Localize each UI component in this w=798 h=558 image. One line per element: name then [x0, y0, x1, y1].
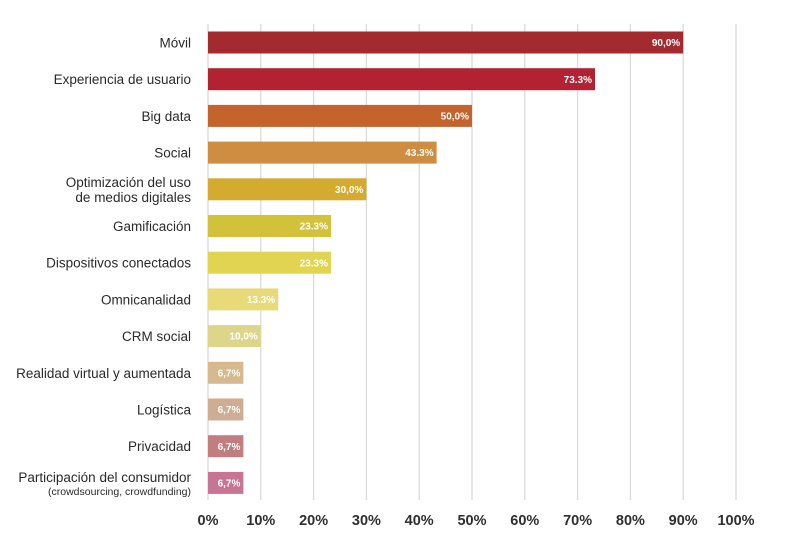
category-label: Big data [141, 109, 191, 124]
data-label: 6,7% [218, 479, 241, 490]
data-label: 90,0% [652, 38, 680, 49]
x-tick-label: 40% [405, 513, 434, 529]
x-tick-label: 20% [299, 513, 328, 529]
x-axis-ticks: 0% 10% 20% 30% 40% 50% 60% 70% 80% 90% 100% [198, 513, 755, 529]
x-tick-label: 80% [616, 513, 645, 529]
bar [208, 68, 596, 91]
category-label: Gamificación [113, 219, 191, 234]
data-label: 43.3% [405, 148, 433, 159]
bar [208, 398, 244, 421]
category-label: CRM social [122, 329, 191, 344]
bar [208, 361, 244, 384]
category-label: Optimización del uso [66, 175, 191, 190]
category-label-line2: de medios digitales [75, 190, 191, 205]
category-label: Logística [137, 403, 192, 418]
category-label: Realidad virtual y aumentada [16, 366, 191, 381]
category-label-line2: (crowdsourcing, crowdfunding) [48, 486, 191, 498]
bar [208, 471, 244, 494]
data-label: 23.3% [300, 258, 328, 269]
gridlines [207, 24, 737, 500]
x-tick-label: 90% [669, 513, 698, 529]
data-label: 6,7% [218, 405, 241, 416]
bars: 90,0% 73.3% 50,0% 43.3% 30,0% 23.3% 23.3% 13.3%… [208, 31, 684, 494]
category-labels: Móvil Experiencia de usuario Big data Socia… [16, 36, 191, 498]
x-tick-label: 0% [198, 513, 219, 529]
data-label: 23.3% [300, 222, 328, 233]
bar [208, 178, 367, 201]
x-tick-label: 50% [457, 513, 486, 529]
category-label: Omnicanalidad [101, 292, 191, 307]
bar [208, 31, 684, 54]
x-tick-label: 100% [717, 513, 754, 529]
x-tick-label: 30% [352, 513, 381, 529]
x-tick-label: 60% [510, 513, 539, 529]
category-label: Dispositivos conectados [46, 256, 191, 271]
category-label: Social [154, 146, 191, 161]
data-label: 73.3% [564, 75, 592, 86]
data-label: 6,7% [218, 368, 241, 379]
data-label: 50,0% [441, 112, 469, 123]
bar [208, 325, 261, 348]
category-label: Móvil [159, 36, 191, 51]
bar [208, 435, 244, 458]
bar [208, 215, 332, 237]
category-label: Privacidad [128, 439, 191, 454]
bar [208, 104, 472, 127]
bar [208, 251, 332, 274]
x-tick-label: 70% [563, 513, 592, 529]
data-label: 13.3% [247, 295, 275, 306]
bar [208, 288, 279, 311]
data-label: 6,7% [218, 442, 241, 453]
category-label: Participación del consumidor [18, 470, 191, 485]
data-label: 10,0% [229, 332, 257, 343]
bar [208, 141, 437, 164]
data-label: 30,0% [335, 185, 363, 196]
category-label: Experiencia de usuario [54, 72, 191, 87]
x-tick-label: 10% [246, 513, 275, 529]
